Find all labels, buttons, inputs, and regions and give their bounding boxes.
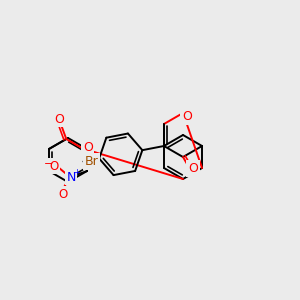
Text: N: N xyxy=(67,171,76,184)
Text: Br: Br xyxy=(85,155,98,168)
Text: O: O xyxy=(58,188,68,201)
Text: O: O xyxy=(54,112,64,126)
Text: O: O xyxy=(182,110,192,124)
Text: O: O xyxy=(83,141,93,154)
Text: O: O xyxy=(50,160,59,173)
Text: O: O xyxy=(188,162,198,175)
Text: −: − xyxy=(44,159,53,169)
Text: +: + xyxy=(73,168,80,177)
